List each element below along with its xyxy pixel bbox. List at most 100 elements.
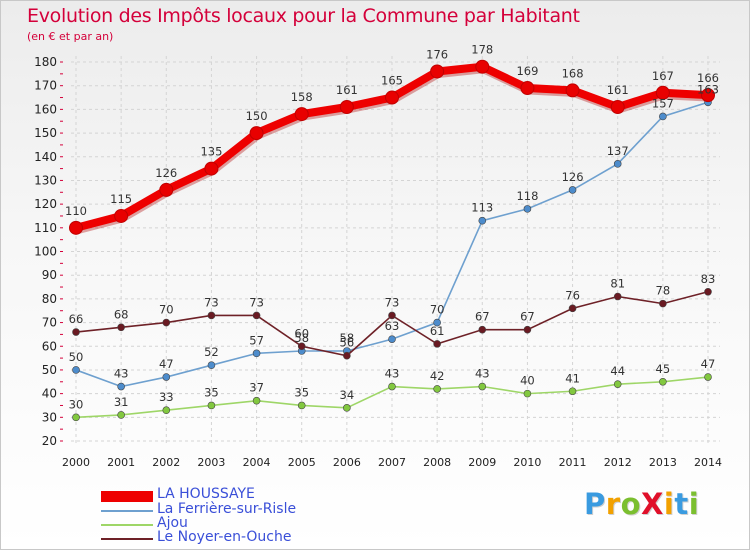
y-tick-label: 120 — [34, 197, 57, 211]
data-point — [478, 325, 487, 334]
data-label: 167 — [652, 69, 674, 83]
data-label: 70 — [430, 303, 445, 317]
data-point — [704, 373, 712, 381]
data-point — [72, 413, 80, 422]
y-tick-label: 90 — [42, 268, 57, 282]
y-tick-label: 130 — [34, 173, 57, 187]
data-label: 83 — [701, 272, 716, 286]
data-point — [69, 220, 83, 235]
data-label: 30 — [69, 397, 84, 411]
data-label: 168 — [562, 66, 584, 80]
data-label: 45 — [656, 362, 671, 376]
data-point — [114, 208, 129, 223]
logo-letter: o — [620, 487, 642, 521]
data-label: 40 — [520, 374, 535, 388]
data-point — [430, 64, 445, 79]
data-point — [655, 85, 670, 100]
data-point — [433, 385, 441, 393]
data-label: 113 — [471, 201, 493, 215]
data-point — [433, 340, 441, 348]
data-label: 70 — [159, 303, 174, 317]
x-tick-label: 2005 — [288, 456, 316, 469]
data-label: 47 — [701, 357, 716, 371]
y-tick-label: 20 — [42, 434, 57, 448]
data-label: 161 — [607, 83, 629, 97]
legend-label-ajou: Ajou — [157, 515, 188, 531]
x-tick-label: 2004 — [243, 456, 271, 469]
data-point — [249, 126, 264, 141]
data-label: 81 — [610, 277, 625, 291]
data-point — [659, 299, 667, 308]
data-point — [433, 318, 441, 327]
data-label: 61 — [430, 324, 445, 338]
data-label: 137 — [607, 144, 629, 158]
logo-letter: t — [674, 487, 689, 521]
data-label: 166 — [697, 71, 719, 85]
data-label: 35 — [204, 385, 219, 399]
data-point — [565, 83, 580, 98]
data-point — [343, 351, 351, 360]
data-label: 135 — [200, 145, 222, 159]
data-label: 63 — [385, 319, 400, 333]
data-label: 163 — [697, 82, 719, 96]
data-point — [388, 335, 396, 343]
data-point — [568, 387, 577, 396]
data-point — [72, 328, 80, 336]
data-label: 68 — [114, 307, 129, 321]
data-label: 42 — [430, 369, 445, 383]
data-point — [339, 100, 354, 115]
data-point — [159, 182, 174, 197]
data-label: 118 — [516, 189, 538, 203]
data-label: 67 — [520, 310, 535, 324]
data-point — [72, 366, 80, 374]
data-point — [613, 380, 622, 388]
data-labels: 50 43 47 52 57 58 58 63 70 113 118 126 137 157 163 30 31… — [65, 43, 719, 412]
data-label: 178 — [471, 43, 493, 57]
y-tick-label: 60 — [42, 339, 57, 353]
legend-swatch-ajou — [101, 524, 153, 526]
data-point — [613, 160, 622, 168]
data-label: 58 — [294, 331, 309, 345]
data-point — [568, 304, 577, 313]
y-tick-label: 150 — [34, 126, 57, 140]
proxiti-logo: ProXiti — [584, 487, 699, 521]
logo-letter: i — [663, 487, 675, 521]
legend-label-le-noyer: Le Noyer-en-Ouche — [157, 529, 292, 545]
data-point — [659, 377, 667, 386]
data-label: 37 — [249, 381, 264, 395]
data-point — [204, 161, 219, 176]
x-tick-label: 2014 — [694, 456, 722, 469]
data-label: 73 — [204, 295, 219, 309]
data-point — [162, 318, 171, 327]
data-point — [523, 389, 532, 398]
series-lines — [69, 59, 715, 422]
data-label: 126 — [155, 166, 177, 180]
data-point — [388, 382, 396, 391]
legend-swatch-la-houssaye — [101, 491, 153, 502]
logo-letter: i — [688, 487, 700, 521]
chart-title: Evolution des Impôts locaux pour la Comm… — [27, 5, 580, 27]
x-tick-label: 2008 — [423, 456, 451, 469]
data-label: 35 — [294, 385, 309, 399]
x-tick-label: 2006 — [333, 456, 361, 469]
data-point — [478, 216, 487, 225]
x-tick-label: 2012 — [604, 456, 632, 469]
data-label: 161 — [336, 83, 358, 97]
data-label: 66 — [69, 312, 84, 326]
legend-label-la-houssaye: LA HOUSSAYE — [157, 486, 255, 502]
data-label: 76 — [565, 288, 580, 302]
legend-label-la-ferriere: La Ferrière-sur-Risle — [157, 501, 297, 517]
data-point — [207, 361, 216, 370]
data-point — [568, 186, 577, 194]
data-label: 73 — [385, 295, 400, 309]
x-tick-label: 2002 — [152, 456, 180, 469]
y-tick-label: 170 — [34, 79, 57, 93]
data-point — [343, 404, 351, 412]
data-label: 176 — [426, 47, 448, 61]
data-point — [162, 406, 171, 415]
data-point — [388, 311, 396, 320]
data-label: 58 — [340, 331, 355, 345]
x-tick-label: 2000 — [62, 456, 90, 469]
data-label: 115 — [110, 192, 132, 206]
